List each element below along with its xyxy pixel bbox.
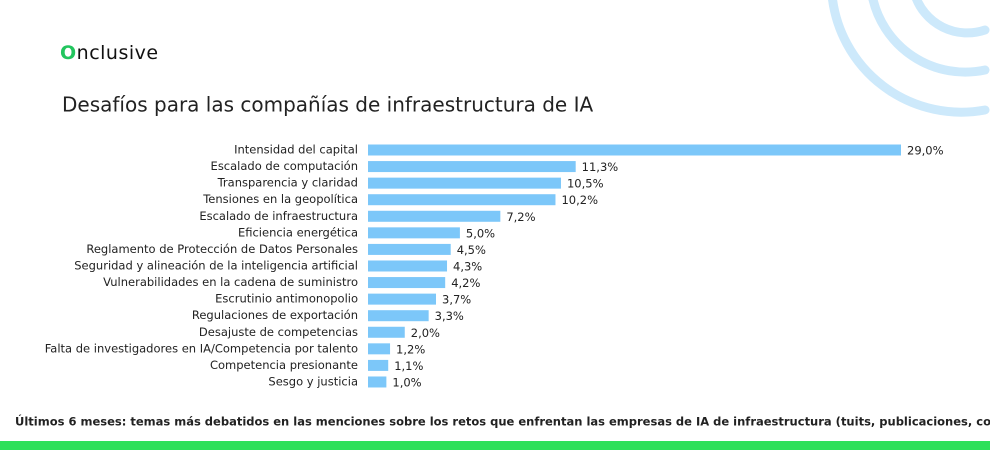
category-label: Transparencia y claridad: [217, 176, 358, 190]
value-label: 4,3%: [453, 259, 482, 273]
category-label: Seguridad y alineación de la inteligenci…: [74, 258, 358, 272]
bar: [368, 343, 391, 355]
brand-logo: Onclusive: [60, 42, 159, 64]
bar: [368, 243, 451, 255]
bar: [368, 194, 556, 206]
value-label: 1,0%: [392, 375, 421, 389]
bar: [368, 227, 460, 239]
bar: [368, 376, 387, 388]
bar: [368, 359, 389, 371]
category-label: Regulaciones de exportación: [192, 308, 358, 322]
value-label: 4,5%: [457, 243, 486, 257]
value-label: 5,0%: [466, 226, 495, 240]
bar: [368, 310, 429, 322]
value-label: 1,2%: [396, 342, 425, 356]
value-label: 3,3%: [435, 309, 464, 323]
category-label: Tensiones en la geopolítica: [202, 192, 358, 206]
category-label: Desajuste de competencias: [199, 325, 358, 339]
bar: [368, 260, 448, 272]
bar: [368, 277, 446, 289]
bar: [368, 177, 561, 189]
value-label: 1,1%: [394, 359, 423, 373]
value-label: 7,2%: [506, 210, 535, 224]
category-label: Escalado de infraestructura: [199, 209, 358, 223]
category-label: Competencia presionante: [210, 358, 358, 372]
bar: [368, 161, 576, 173]
category-label: Vulnerabilidades en la cadena de suminis…: [103, 275, 358, 289]
category-label: Reglamento de Protección de Datos Person…: [86, 242, 358, 256]
category-label: Escrutinio antimonopolio: [215, 292, 358, 306]
category-label: Eficiencia energética: [238, 225, 358, 239]
bar: [368, 326, 405, 338]
value-label: 11,3%: [582, 160, 619, 174]
bar: [368, 144, 901, 156]
bar: [368, 210, 501, 222]
category-label: Falta de investigadores en IA/Competenci…: [45, 341, 358, 355]
value-label: 2,0%: [411, 326, 440, 340]
value-label: 29,0%: [907, 144, 944, 158]
value-label: 4,2%: [451, 276, 480, 290]
footer-band: [0, 441, 990, 450]
category-label: Sesgo y justicia: [268, 374, 358, 388]
value-label: 10,5%: [567, 177, 604, 191]
footer-note: Últimos 6 meses: temas más debatidos en …: [15, 414, 990, 429]
chart-title: Desafíos para las compañías de infraestr…: [62, 93, 593, 117]
category-label: Escalado de computación: [211, 159, 358, 173]
category-label: Intensidad del capital: [234, 143, 358, 157]
bar: [368, 293, 437, 305]
value-label: 10,2%: [561, 193, 598, 207]
decoration: [828, 0, 990, 117]
value-label: 3,7%: [442, 293, 471, 307]
